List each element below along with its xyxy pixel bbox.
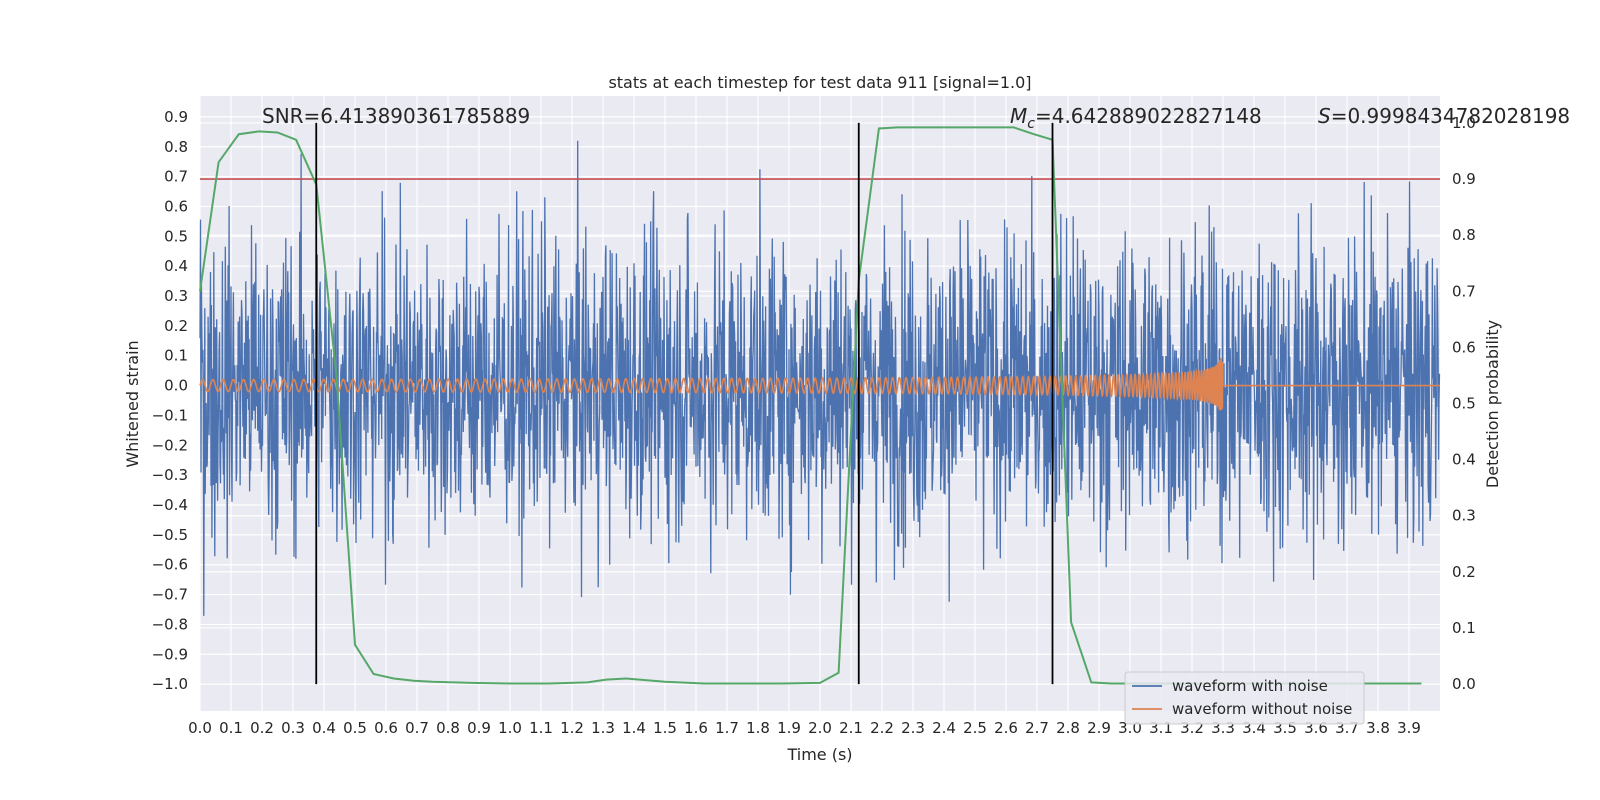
y-tick-label: 0.0 xyxy=(164,377,188,395)
x-tick-label: 1.2 xyxy=(560,719,584,737)
x-tick-label: 2.2 xyxy=(870,719,894,737)
y-tick-label: −0.8 xyxy=(152,615,188,633)
y2-tick-label: 0.9 xyxy=(1452,170,1476,188)
y2-tick-label: 0.0 xyxy=(1452,675,1476,693)
y-tick-label: −0.9 xyxy=(152,645,188,663)
y-tick-label: 0.9 xyxy=(164,108,188,126)
y2-tick-label: 0.2 xyxy=(1452,563,1476,581)
y-tick-label: −0.5 xyxy=(152,526,188,544)
mc-value: =4.642889022827148 xyxy=(1035,104,1262,128)
y2-axis-label: Detection probability xyxy=(1483,320,1502,488)
y-tick-label: −0.3 xyxy=(152,466,188,484)
x-tick-label: 2.5 xyxy=(963,719,987,737)
x-tick-label: 3.9 xyxy=(1397,719,1421,737)
y-tick-label: 0.2 xyxy=(164,317,188,335)
s-symbol: S xyxy=(1318,104,1331,128)
x-tick-label: 2.1 xyxy=(839,719,863,737)
y-tick-label: 0.4 xyxy=(164,257,188,275)
y2-tick-label: 0.5 xyxy=(1452,395,1476,413)
x-tick-label: 3.8 xyxy=(1366,719,1390,737)
x-tick-label: 2.0 xyxy=(808,719,832,737)
x-tick-label: 1.5 xyxy=(653,719,677,737)
y-tick-label: −0.6 xyxy=(152,556,188,574)
clean-waveform-line xyxy=(199,358,1440,411)
vertical-markers xyxy=(315,122,1054,685)
x-tick-label: 1.4 xyxy=(622,719,646,737)
x-tick-label: 0.2 xyxy=(250,719,274,737)
legend-label-noise: waveform with noise xyxy=(1172,677,1328,695)
y-tick-label: −0.4 xyxy=(152,496,188,514)
mc-symbol: M xyxy=(1010,104,1027,128)
legend-label-clean: waveform without noise xyxy=(1172,700,1352,718)
legend: waveform with noise waveform without noi… xyxy=(1124,671,1365,725)
probability-line xyxy=(199,126,1422,685)
y2-tick-label: 0.8 xyxy=(1452,226,1476,244)
x-tick-label: 1.7 xyxy=(715,719,739,737)
series-waveform-without-noise xyxy=(199,358,1440,411)
x-tick-label: 1.0 xyxy=(498,719,522,737)
y-tick-label: 0.8 xyxy=(164,138,188,156)
y-tick-label: 0.3 xyxy=(164,287,188,305)
y-tick-label: −1.0 xyxy=(152,675,188,693)
y-tick-label: −0.2 xyxy=(152,436,188,454)
y-tick-label: 0.6 xyxy=(164,197,188,215)
y2-tick-label: 0.7 xyxy=(1452,282,1476,300)
x-tick-label: 1.1 xyxy=(529,719,553,737)
x-tick-label: 0.1 xyxy=(219,719,243,737)
y-tick-label: 0.1 xyxy=(164,347,188,365)
noise-waveform-line xyxy=(199,140,1441,616)
series-waveform-with-noise xyxy=(199,140,1441,616)
x-axis-ticks: 0.0 0.1 0.2 0.3 0.4 0.5 0.6 0.7 0.8 0.9 1.0 1.1 1.2 1… xyxy=(188,719,1421,737)
y2-tick-label: 0.1 xyxy=(1452,619,1476,637)
x-tick-label: 0.3 xyxy=(281,719,305,737)
x-tick-label: 0.7 xyxy=(405,719,429,737)
y2-tick-label: 0.6 xyxy=(1452,338,1476,356)
x-axis-label: Time (s) xyxy=(786,745,852,764)
y-axis-label: Whitened strain xyxy=(123,340,142,467)
mc-annotation: Mc=4.642889022827148 xyxy=(1010,104,1262,132)
y-tick-label: 0.5 xyxy=(164,227,188,245)
s-annotation: S=0.9998434782028198 xyxy=(1318,104,1570,128)
y-tick-label: −0.7 xyxy=(152,586,188,604)
y-tick-label: 0.7 xyxy=(164,168,188,186)
x-tick-label: 1.3 xyxy=(591,719,615,737)
legend-box xyxy=(1124,671,1365,725)
y2-tick-label: 1.0 xyxy=(1452,114,1476,132)
x-tick-label: 0.6 xyxy=(374,719,398,737)
x-tick-label: 1.8 xyxy=(746,719,770,737)
x-tick-label: 2.8 xyxy=(1056,719,1080,737)
s-value: =0.9998434782028198 xyxy=(1331,104,1570,128)
snr-annotation: SNR=6.413890361785889 xyxy=(262,104,530,128)
x-tick-label: 1.9 xyxy=(777,719,801,737)
y-tick-label: −0.1 xyxy=(152,406,188,424)
x-tick-label: 0.0 xyxy=(188,719,212,737)
x-tick-label: 2.3 xyxy=(901,719,925,737)
y2-tick-label: 0.4 xyxy=(1452,451,1476,469)
chart-title: stats at each timestep for test data 911… xyxy=(608,73,1031,92)
x-tick-label: 0.9 xyxy=(467,719,491,737)
x-tick-label: 0.8 xyxy=(436,719,460,737)
x-tick-label: 2.7 xyxy=(1025,719,1049,737)
x-tick-label: 0.4 xyxy=(312,719,336,737)
y2-axis-ticks: 1.0 0.9 0.8 0.7 0.6 0.5 0.4 0.3 0.2 0.1 0.0 xyxy=(1452,114,1476,693)
mc-subscript: c xyxy=(1027,116,1035,132)
x-tick-label: 2.9 xyxy=(1087,719,1111,737)
x-tick-label: 2.4 xyxy=(932,719,956,737)
series-detection-probability xyxy=(199,126,1422,685)
y-axis-ticks: 0.9 0.8 0.7 0.6 0.5 0.4 0.3 0.2 0.1 0.0 −0.1 −0.2 −0… xyxy=(152,108,188,693)
x-tick-label: 0.5 xyxy=(343,719,367,737)
x-tick-label: 1.6 xyxy=(684,719,708,737)
x-tick-label: 2.6 xyxy=(994,719,1018,737)
y2-tick-label: 0.3 xyxy=(1452,507,1476,525)
